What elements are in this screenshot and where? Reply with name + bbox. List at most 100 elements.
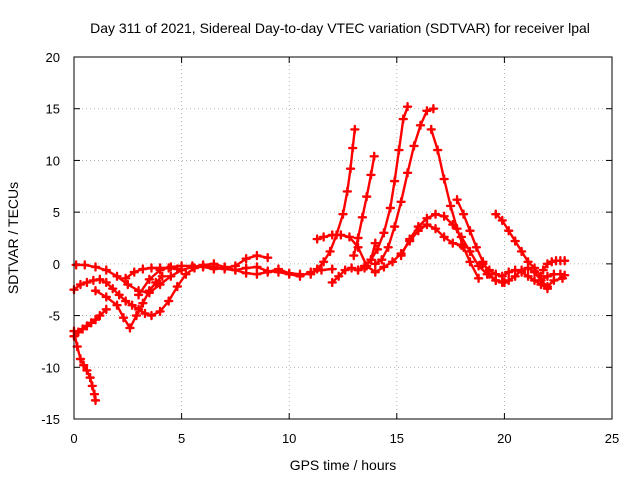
data-point	[72, 341, 82, 352]
y-tick-label: 15	[46, 102, 60, 117]
data-series	[69, 101, 570, 406]
data-point	[353, 233, 363, 243]
data-point	[370, 238, 380, 248]
series-arc-7	[133, 250, 273, 300]
data-point	[95, 274, 105, 285]
data-point	[465, 257, 475, 267]
series-arc-1	[69, 326, 101, 406]
series-arc-14	[426, 124, 484, 284]
data-point	[383, 242, 393, 253]
data-point	[123, 279, 133, 290]
data-point	[133, 290, 144, 300]
data-point	[219, 263, 230, 273]
data-point	[402, 101, 413, 112]
y-tick-label: -15	[41, 412, 60, 427]
data-point	[138, 264, 148, 274]
data-point	[497, 271, 507, 281]
data-point	[372, 244, 383, 255]
series-line	[309, 128, 356, 276]
data-point	[88, 275, 99, 286]
data-point	[252, 250, 262, 261]
data-point	[389, 176, 400, 186]
data-point	[118, 312, 129, 323]
data-point	[559, 256, 570, 266]
data-point	[542, 283, 553, 294]
data-point	[516, 246, 527, 257]
data-point	[377, 255, 387, 265]
data-point	[151, 277, 161, 288]
series-line	[94, 275, 164, 330]
data-point	[361, 191, 372, 202]
data-point	[82, 277, 92, 288]
data-point	[125, 323, 135, 333]
data-point	[241, 268, 251, 278]
data-point	[90, 286, 101, 296]
data-point	[325, 246, 335, 257]
series-arc-12	[353, 101, 413, 275]
data-point	[448, 219, 458, 230]
data-point	[295, 269, 305, 279]
data-point	[456, 232, 467, 242]
data-point	[155, 265, 165, 275]
x-tick-label: 0	[70, 431, 77, 446]
data-point	[398, 114, 408, 124]
data-point	[529, 263, 540, 273]
series-line	[75, 262, 302, 294]
data-point	[452, 195, 462, 205]
data-point	[108, 283, 118, 294]
data-point	[230, 261, 241, 271]
data-point	[327, 277, 337, 288]
data-point	[422, 106, 432, 116]
data-point	[413, 221, 424, 232]
data-point	[198, 262, 208, 272]
series-arc-6	[120, 263, 182, 284]
data-point	[389, 221, 400, 232]
series-line	[356, 105, 409, 272]
data-point	[155, 306, 165, 317]
data-point	[471, 242, 482, 253]
data-point	[366, 170, 376, 180]
data-point	[458, 209, 469, 219]
data-point	[90, 262, 101, 272]
data-point	[510, 236, 520, 246]
data-point	[402, 168, 413, 178]
data-point	[252, 262, 262, 272]
axis-ticks	[73, 56, 613, 420]
data-point	[306, 269, 316, 279]
data-point	[347, 143, 358, 153]
series-arc-5	[90, 271, 167, 333]
data-point	[396, 250, 406, 261]
data-point	[394, 145, 404, 155]
x-tick-label: 20	[497, 431, 511, 446]
y-tick-label: -5	[48, 309, 60, 324]
data-point	[327, 264, 337, 274]
data-point	[90, 315, 101, 325]
data-point	[370, 267, 380, 277]
data-point	[387, 257, 398, 267]
data-point	[112, 300, 122, 310]
data-point	[318, 257, 329, 267]
data-point	[432, 145, 443, 155]
data-point	[129, 267, 139, 277]
data-point	[448, 238, 458, 248]
data-point	[241, 253, 251, 264]
data-point	[516, 267, 527, 277]
data-point	[80, 260, 90, 270]
data-point	[101, 304, 111, 315]
data-point	[176, 261, 187, 271]
y-tick-label: 0	[53, 257, 60, 272]
data-point	[166, 262, 176, 272]
data-point	[342, 186, 353, 197]
data-point	[357, 212, 368, 223]
x-tick-label: 15	[390, 431, 404, 446]
y-tick-label: 20	[46, 50, 60, 65]
data-point	[370, 259, 380, 269]
data-point	[385, 203, 396, 213]
data-point	[491, 209, 501, 219]
data-point	[359, 261, 370, 271]
data-point	[75, 279, 86, 290]
y-tick-label: -10	[41, 360, 60, 375]
plot-frame	[73, 56, 613, 420]
data-point	[120, 273, 131, 284]
